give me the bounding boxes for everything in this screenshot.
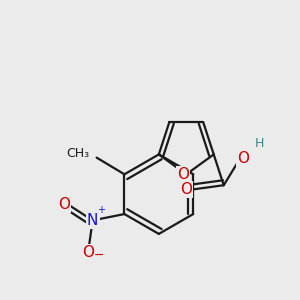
Text: O: O: [180, 182, 192, 197]
Text: O: O: [82, 245, 94, 260]
Text: O: O: [237, 151, 249, 166]
Text: N: N: [87, 213, 98, 228]
Text: CH₃: CH₃: [66, 147, 89, 160]
Text: O: O: [58, 197, 70, 212]
Text: −: −: [94, 249, 105, 262]
Text: +: +: [97, 205, 105, 215]
Text: O: O: [177, 167, 189, 182]
Text: H: H: [254, 137, 264, 151]
